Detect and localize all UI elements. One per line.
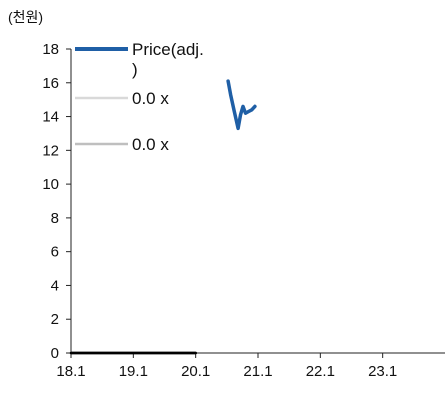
x-tick-label: 20.1: [181, 363, 210, 380]
legend-label-1: 0.0 x: [132, 89, 169, 108]
legend-label-2: 0.0 x: [132, 135, 169, 154]
x-tick-label: 19.1: [119, 363, 148, 380]
y-tick-label: 10: [42, 176, 59, 193]
y-tick-label: 2: [51, 311, 59, 328]
x-tick-label: 18.1: [56, 363, 85, 380]
y-tick-label: 6: [51, 244, 59, 261]
price-adj-line: [226, 79, 257, 131]
y-unit-label: (천원): [8, 9, 43, 25]
y-tick-label: 0: [51, 345, 59, 362]
y-tick-label: 18: [42, 41, 59, 58]
x-tick-label: 23.1: [368, 363, 397, 380]
axes: [70, 49, 445, 354]
x-axis-ticks: 18.1 19.1 20.1 21.1 22.1 23.1: [56, 353, 397, 380]
legend-label-0: Price(adj.): [132, 40, 204, 79]
legend: Price(adj.) 0.0 x 0.0 x: [75, 40, 204, 154]
y-tick-label: 16: [42, 75, 59, 92]
x-tick-label: 21.1: [243, 363, 272, 380]
x-tick-label: 22.1: [306, 363, 335, 380]
series-lines: [69, 79, 257, 355]
y-tick-label: 12: [42, 142, 59, 159]
y-axis-ticks: 0 2 4 6 8 10 12 14 16 18: [42, 41, 71, 362]
y-tick-label: 14: [42, 109, 59, 126]
y-tick-label: 8: [51, 210, 59, 227]
y-tick-label: 4: [51, 277, 59, 294]
